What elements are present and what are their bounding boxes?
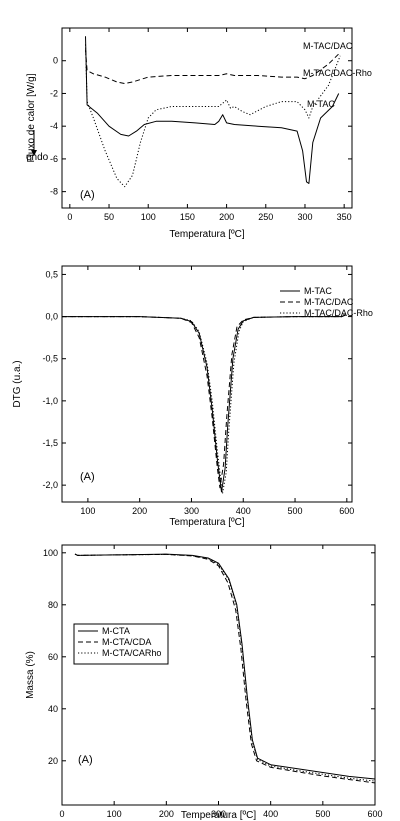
legend-entry: M-CTA/CDA	[102, 637, 151, 647]
x-tick-label: 600	[367, 809, 382, 819]
chart-panel-1: 0 50 100 150 200 250 300 350 -8 -6 -4 -2 0 Temperatur…	[26, 27, 372, 240]
legend-entry: M-TAC/DAC	[304, 297, 354, 307]
legend-entry: M-TAC	[304, 286, 332, 296]
panel-label: (A)	[78, 754, 93, 766]
y-tick-label: -4	[50, 121, 58, 131]
series-line-1	[85, 49, 341, 85]
x-tick-label: 100	[80, 506, 95, 516]
x-tick-label: 400	[236, 506, 251, 516]
x-tick-label: 300	[184, 506, 199, 516]
y-tick-label: 100	[43, 548, 58, 558]
x-tick-label: 500	[288, 506, 303, 516]
y-tick-label: -1,5	[42, 438, 58, 448]
y-tick-label: 0,0	[45, 312, 58, 322]
x-tick-label: 600	[339, 506, 354, 516]
x-tick-label: 400	[263, 809, 278, 819]
series-line-2	[62, 314, 346, 489]
y-tick-label: -2	[50, 88, 58, 98]
y-axis-label: DTG (u.a.)	[12, 360, 23, 407]
chart-panel-2: 100 200 300 400 500 600 0,5 0,0 -0,5 -1,0 -1,5 -2,0…	[12, 265, 373, 528]
x-tick-label: 100	[107, 809, 122, 819]
x-tick-label: 200	[219, 212, 234, 222]
x-tick-label: 300	[211, 809, 226, 819]
plot-frame	[61, 265, 353, 503]
panel-label: (A)	[80, 189, 95, 201]
x-tick-label: 500	[315, 809, 330, 819]
x-axis-label: Temperatura [ºC]	[169, 517, 245, 528]
x-tick-label: 200	[132, 506, 147, 516]
legend-entry: M-CTA	[102, 626, 130, 636]
y-tick-label: -6	[50, 154, 58, 164]
y-tick-label: 40	[48, 704, 58, 714]
x-tick-label: 0	[67, 212, 72, 222]
y-tick-label: -8	[50, 187, 58, 197]
plot-frame	[61, 544, 376, 806]
series-line-3	[62, 312, 347, 495]
x-axis-label: Temperatura [ºC]	[181, 810, 257, 821]
y-tick-label: 0	[53, 56, 58, 66]
panel-label: (A)	[80, 471, 95, 483]
legend-entry: M-TAC/DAC-Rho	[304, 308, 373, 318]
x-tick-label: 350	[337, 212, 352, 222]
y-tick-label: 20	[48, 756, 58, 766]
x-tick-label: 250	[258, 212, 273, 222]
chart-panel-3: 0 100 200 300 400 500 600 20 40 60 80 100 Temperatur…	[25, 544, 383, 821]
series-line-3	[85, 36, 340, 184]
curve-label: M-TAC/DAC	[303, 41, 353, 51]
x-tick-label: 100	[141, 212, 156, 222]
endo-arrow-icon	[31, 150, 37, 156]
x-tick-label: 200	[159, 809, 174, 819]
curve-label: M-TAC/DAC-Rho	[303, 68, 372, 78]
series-line-2	[74, 553, 376, 784]
y-tick-label: -0,5	[42, 354, 58, 364]
curve-label: M-TAC	[307, 99, 335, 109]
y-axis-label: Massa (%)	[25, 651, 36, 699]
series-line-1	[74, 553, 376, 780]
plot-frame	[61, 27, 353, 209]
y-tick-label: -1,0	[42, 396, 58, 406]
endo-label: endo	[26, 152, 49, 163]
y-tick-label: 80	[48, 600, 58, 610]
legend-entry: M-CTA/CARho	[102, 648, 161, 658]
series-line-3	[74, 553, 376, 782]
y-axis-label: Fluxo de calor [W/g]	[26, 73, 37, 162]
series-line-2	[85, 44, 341, 188]
x-tick-label: 300	[297, 212, 312, 222]
x-tick-label: 150	[180, 212, 195, 222]
y-tick-label: -2,0	[42, 480, 58, 490]
y-tick-label: 60	[48, 652, 58, 662]
x-tick-label: 0	[59, 809, 64, 819]
x-tick-label: 50	[104, 212, 114, 222]
y-tick-label: 0,5	[45, 269, 58, 279]
series-line-1	[62, 314, 346, 493]
x-axis-label: Temperatura [ºC]	[169, 229, 245, 240]
